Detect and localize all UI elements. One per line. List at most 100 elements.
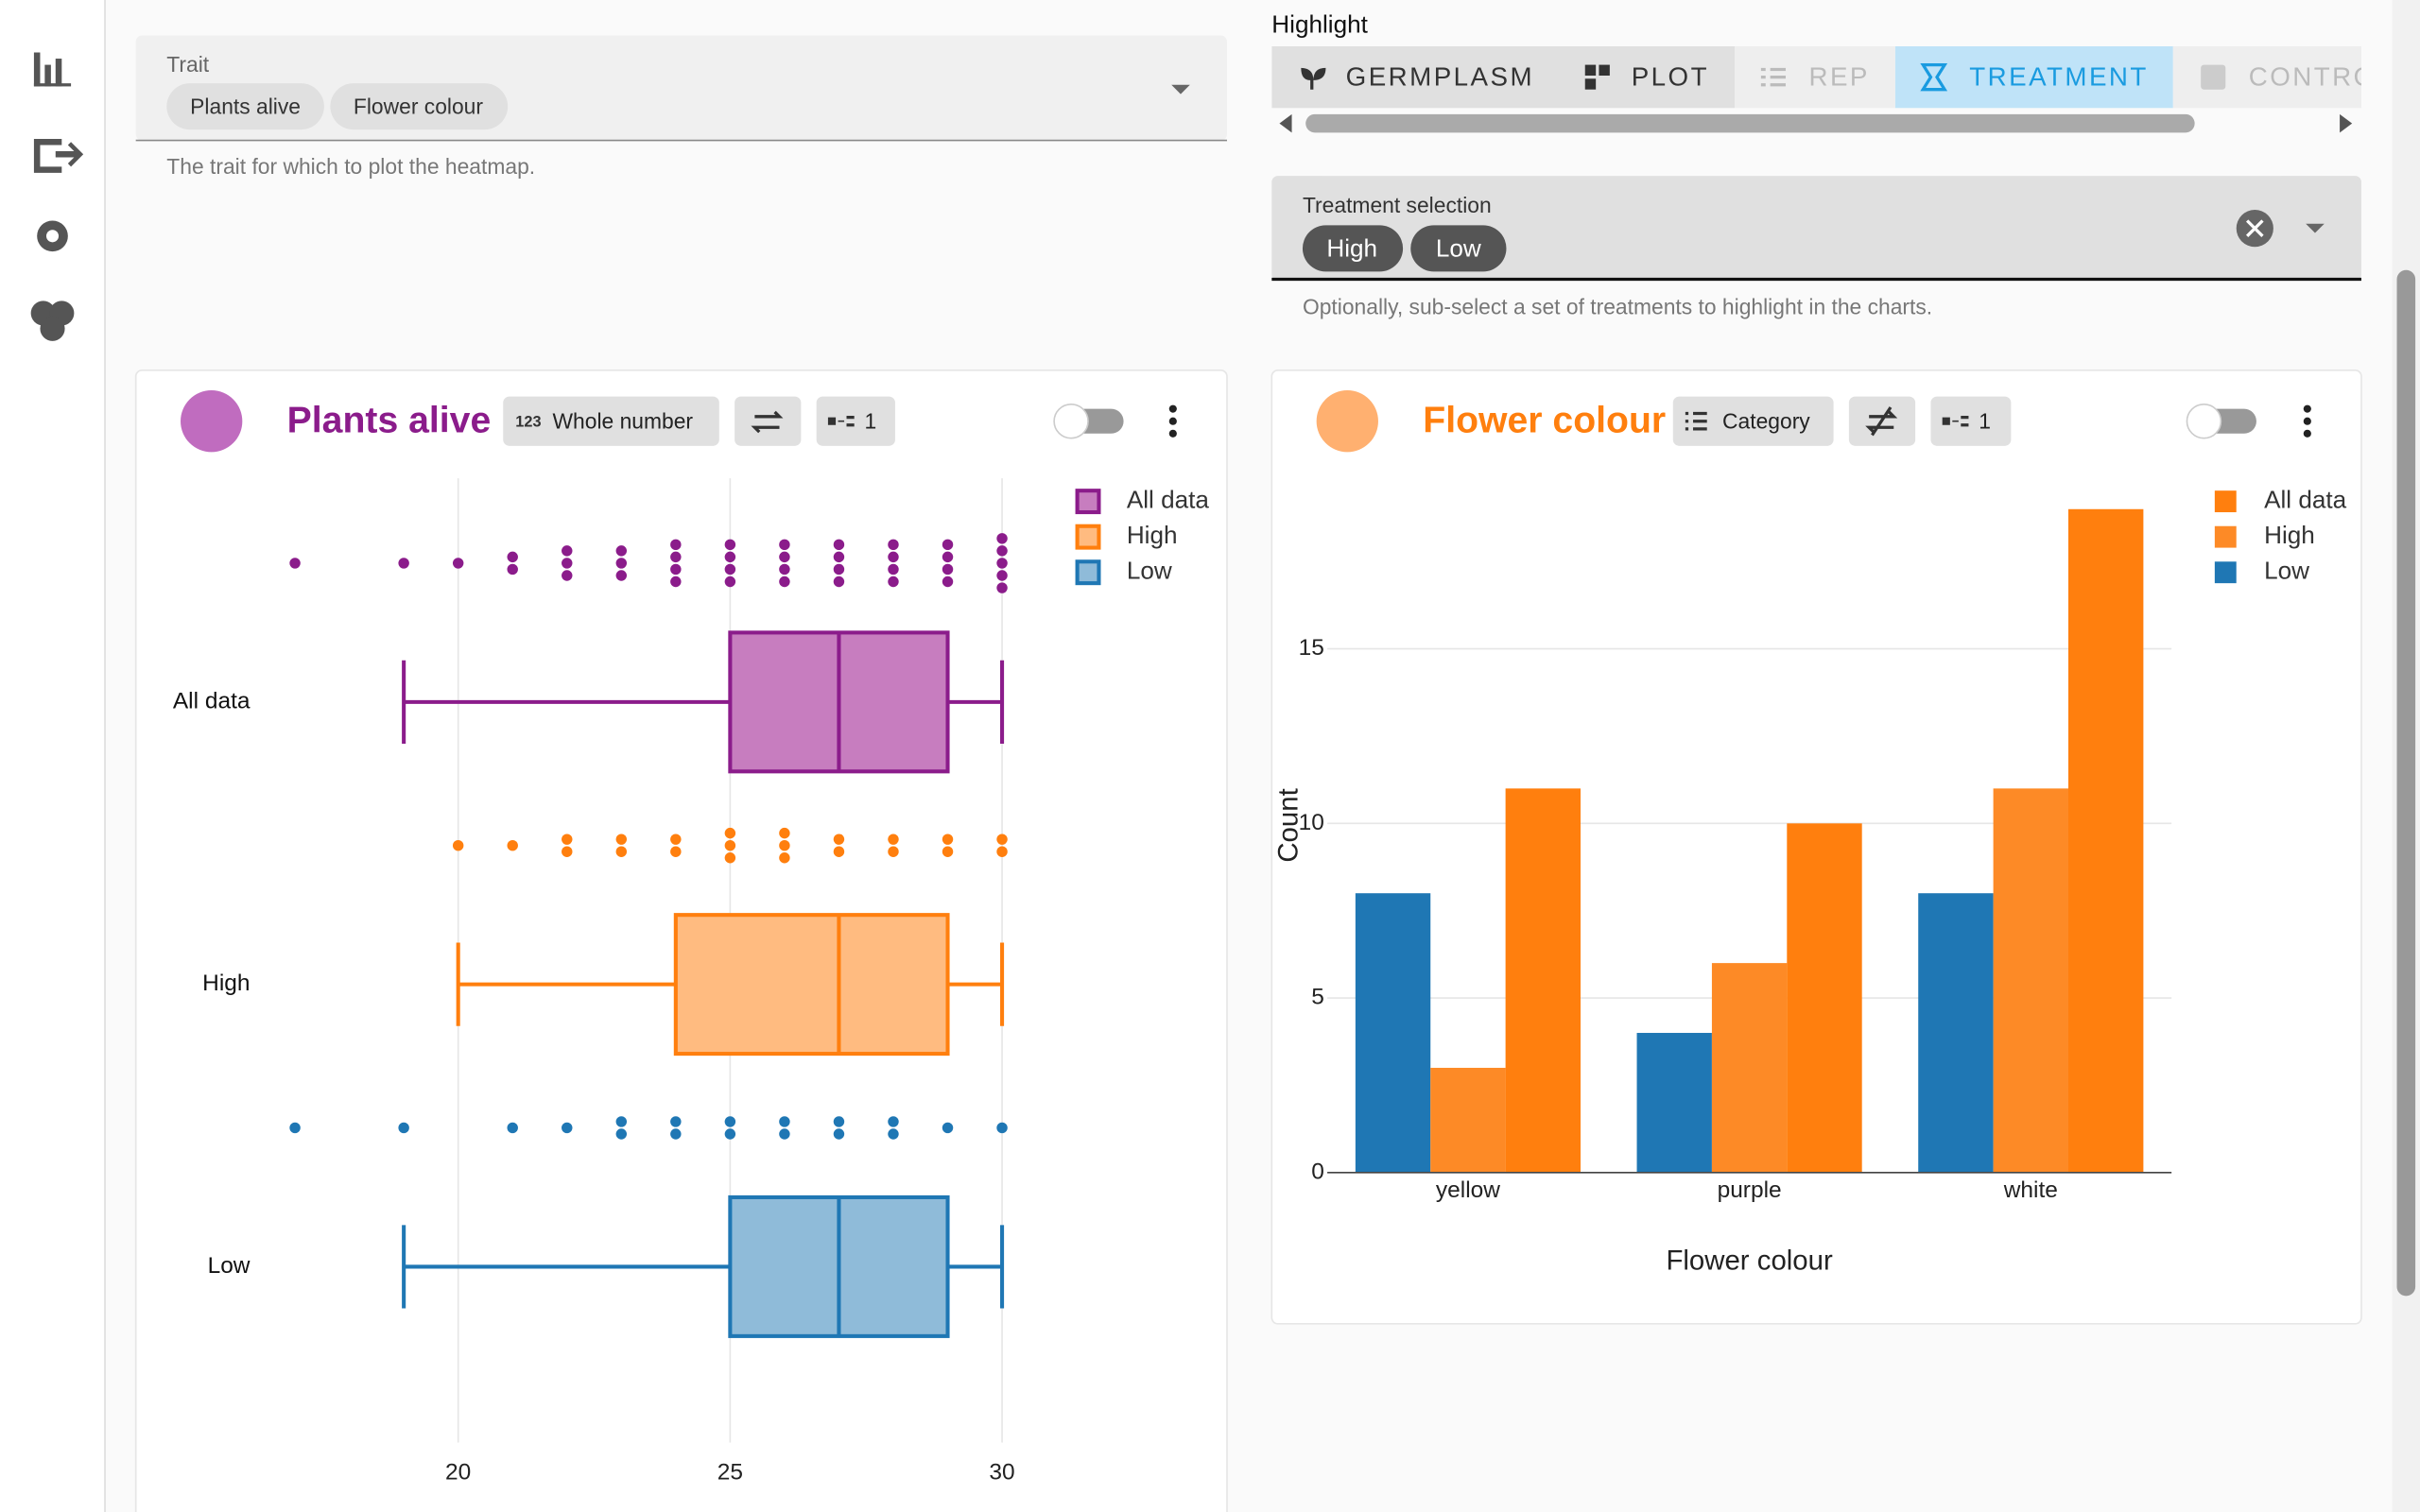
- data-point: [942, 551, 954, 563]
- sidebar-icons: [30, 52, 84, 341]
- data-point: [833, 846, 845, 857]
- count-label: 1: [864, 408, 876, 433]
- data-point: [507, 1122, 518, 1134]
- box: [673, 913, 950, 1057]
- legend-swatch: [1075, 524, 1101, 550]
- tab-label[interactable]: CONTROL: [2249, 62, 2394, 92]
- data-point: [615, 1116, 628, 1127]
- data-point: [615, 846, 628, 857]
- x-tick-label: 20: [445, 1460, 471, 1486]
- chip[interactable]: [166, 83, 324, 130]
- data-point: [996, 1122, 1008, 1134]
- data-point: [779, 1116, 790, 1127]
- x-tick-label: yellow: [1436, 1177, 1500, 1203]
- tab-icon: [1599, 64, 1610, 76]
- y-tick-label: 0: [1311, 1159, 1324, 1184]
- swap-button[interactable]: [735, 396, 802, 446]
- treatment-field[interactable]: [1271, 176, 2361, 282]
- data-point: [779, 839, 790, 851]
- menu-button[interactable]: [1168, 404, 1177, 438]
- tab-bg: [1894, 45, 2173, 109]
- type-chip[interactable]: [503, 396, 719, 446]
- chip-label: High: [1326, 233, 1377, 262]
- legend-label: Low: [2264, 557, 2309, 585]
- x-tick-label: white: [2003, 1177, 2058, 1203]
- card-title: Plants alive: [287, 401, 492, 441]
- data-point: [942, 1122, 954, 1134]
- data-point: [833, 539, 845, 551]
- icon-stats[interactable]: [33, 52, 41, 87]
- legend-label: Low: [1127, 557, 1172, 585]
- data-point: [888, 563, 899, 576]
- data-point: [888, 1116, 899, 1127]
- tab-icon: [1920, 62, 1948, 92]
- tab-icon: [2201, 64, 2226, 90]
- data-point: [996, 846, 1008, 857]
- x-tick-label: purple: [1718, 1177, 1782, 1203]
- toggle-knob: [2186, 403, 2222, 439]
- data-point: [289, 558, 301, 569]
- y-tick-label: High: [202, 971, 250, 996]
- legend-label: High: [2264, 521, 2315, 549]
- y-axis-title: Count: [1273, 788, 1305, 862]
- toggle-knob: [1053, 403, 1089, 439]
- helper-text: Optionally, sub-select a set of treatmen…: [1303, 295, 1932, 319]
- data-point: [942, 563, 954, 576]
- tab-label[interactable]: GERMPLASM: [1346, 62, 1534, 92]
- legend-swatch: [2214, 561, 2237, 584]
- trait-color[interactable]: [181, 390, 243, 453]
- swap-icon: [1865, 406, 1898, 437]
- chip[interactable]: [330, 83, 509, 130]
- tabs-scroll-thumb[interactable]: [1305, 113, 2195, 133]
- data-point: [398, 558, 409, 569]
- data-point: [398, 1122, 409, 1134]
- data-point: [615, 570, 628, 581]
- icon-export[interactable]: [33, 138, 84, 173]
- tab-label[interactable]: REP: [1808, 62, 1869, 92]
- tab-label[interactable]: TREATMENT: [1969, 62, 2149, 92]
- data-point: [670, 539, 682, 551]
- data-point: [888, 1128, 899, 1140]
- type-label: Category: [1722, 408, 1810, 433]
- data-point: [615, 1128, 628, 1140]
- highlight-label: Highlight: [1271, 10, 1368, 39]
- data-point: [724, 852, 736, 864]
- data-point: [996, 558, 1008, 569]
- y-tick-label: All data: [173, 688, 251, 713]
- page-scroll-thumb[interactable]: [2396, 269, 2416, 1297]
- data-point: [942, 576, 954, 588]
- sidebar: [0, 0, 106, 1512]
- scroll-right[interactable]: [2340, 113, 2353, 133]
- count-chip[interactable]: [816, 396, 895, 446]
- y-tick-label: Low: [208, 1253, 251, 1279]
- data-point: [888, 846, 899, 857]
- scroll-left[interactable]: [1279, 113, 1292, 133]
- type-chip[interactable]: [1672, 396, 1834, 446]
- data-point: [615, 545, 628, 557]
- data-point: [942, 833, 954, 845]
- count-chip[interactable]: [1930, 396, 2012, 446]
- data-point: [779, 551, 790, 563]
- data-point: [833, 1116, 845, 1127]
- chip[interactable]: [1302, 225, 1404, 272]
- data-point: [996, 570, 1008, 581]
- data-point: [724, 1128, 736, 1140]
- data-point: [996, 545, 1008, 557]
- legend-swatch: [2214, 490, 2237, 513]
- tab-label[interactable]: PLOT: [1632, 62, 1709, 92]
- data-point: [670, 551, 682, 563]
- bar: [2067, 508, 2144, 1173]
- data-point: [888, 833, 899, 845]
- swap-icon: [751, 410, 784, 434]
- field-label: Treatment selection: [1303, 193, 1492, 217]
- trait-color[interactable]: [1316, 390, 1378, 453]
- tab-icon: [1760, 67, 1786, 87]
- data-point: [670, 1116, 682, 1127]
- dropdown-arrow[interactable]: [2306, 223, 2325, 233]
- icon-settings-hole: [45, 230, 60, 243]
- data-point: [670, 846, 682, 857]
- dropdown-arrow[interactable]: [1171, 84, 1190, 94]
- chip[interactable]: [1410, 225, 1507, 272]
- menu-button[interactable]: [2303, 404, 2311, 438]
